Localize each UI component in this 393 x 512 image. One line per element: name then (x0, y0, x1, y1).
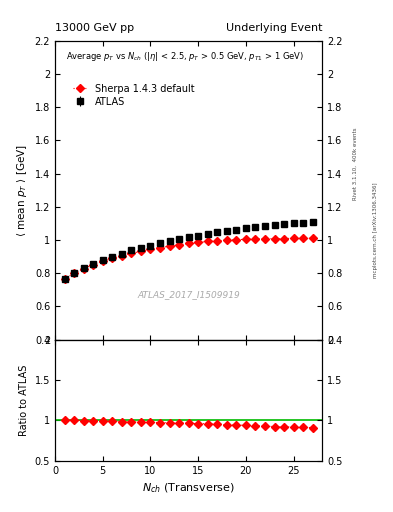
Sherpa 1.4.3 default (91, 262, 95, 268)
Text: Underlying Event: Underlying Event (226, 23, 322, 33)
Sherpa 1.4.3 default (110, 255, 115, 262)
Text: 13000 GeV pp: 13000 GeV pp (55, 23, 134, 33)
Text: Rivet 3.1.10,  400k events: Rivet 3.1.10, 400k events (353, 127, 358, 200)
Sherpa 1.4.3 default (253, 236, 258, 242)
Sherpa 1.4.3 default (244, 236, 248, 242)
Sherpa 1.4.3 default (129, 250, 134, 257)
Sherpa 1.4.3 default (72, 270, 77, 276)
Text: mcplots.cern.ch [arXiv:1306.3436]: mcplots.cern.ch [arXiv:1306.3436] (373, 183, 378, 278)
Sherpa 1.4.3 default (100, 258, 105, 264)
Sherpa 1.4.3 default (234, 237, 239, 243)
Sherpa 1.4.3 default (272, 236, 277, 242)
Sherpa 1.4.3 default (177, 242, 182, 248)
Sherpa 1.4.3 default (291, 236, 296, 242)
Sherpa 1.4.3 default (224, 237, 229, 243)
Sherpa 1.4.3 default (206, 239, 210, 245)
Sherpa 1.4.3 default (196, 240, 200, 246)
Y-axis label: $\langle$ mean $p_T$ $\rangle$ [GeV]: $\langle$ mean $p_T$ $\rangle$ [GeV] (15, 144, 29, 237)
Line: Sherpa 1.4.3 default: Sherpa 1.4.3 default (62, 236, 316, 282)
Sherpa 1.4.3 default (119, 253, 124, 259)
Sherpa 1.4.3 default (167, 243, 172, 249)
X-axis label: $N_{ch}$ (Transverse): $N_{ch}$ (Transverse) (142, 481, 235, 495)
Text: Average $p_T$ vs $N_{ch}$ ($|\eta|$ < 2.5, $p_T$ > 0.5 GeV, $p_{T1}$ > 1 GeV): Average $p_T$ vs $N_{ch}$ ($|\eta|$ < 2.… (66, 50, 304, 63)
Sherpa 1.4.3 default (282, 236, 286, 242)
Text: ATLAS_2017_I1509919: ATLAS_2017_I1509919 (137, 290, 240, 299)
Sherpa 1.4.3 default (139, 248, 143, 254)
Sherpa 1.4.3 default (310, 236, 315, 242)
Sherpa 1.4.3 default (215, 238, 220, 244)
Legend: Sherpa 1.4.3 default, ATLAS: Sherpa 1.4.3 default, ATLAS (71, 81, 196, 109)
Sherpa 1.4.3 default (158, 245, 162, 251)
Sherpa 1.4.3 default (62, 276, 67, 282)
Sherpa 1.4.3 default (263, 236, 267, 242)
Y-axis label: Ratio to ATLAS: Ratio to ATLAS (19, 365, 29, 436)
Sherpa 1.4.3 default (148, 246, 153, 252)
Sherpa 1.4.3 default (186, 241, 191, 247)
Sherpa 1.4.3 default (81, 265, 86, 271)
Sherpa 1.4.3 default (301, 236, 305, 242)
